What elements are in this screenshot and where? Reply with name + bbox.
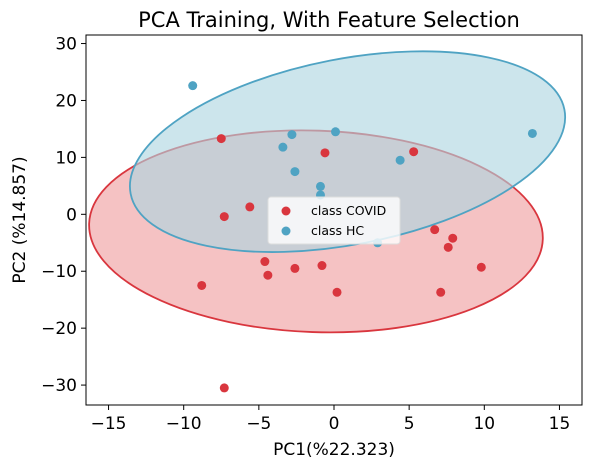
x-tick-label: 5 xyxy=(404,414,415,434)
x-tick-label: −10 xyxy=(166,414,202,434)
y-tick-label: 10 xyxy=(55,148,77,168)
y-axis-ticks: −30 −20 −10 0 10 20 30 xyxy=(41,35,86,397)
y-tick-label: −20 xyxy=(41,319,77,339)
x-tick-label: 10 xyxy=(473,414,495,434)
point-hc xyxy=(331,127,340,136)
point-covid xyxy=(444,243,453,252)
x-tick-label: 0 xyxy=(329,414,340,434)
y-tick-label: 20 xyxy=(55,91,77,111)
point-covid xyxy=(245,202,254,211)
point-hc xyxy=(290,167,299,176)
legend-label-hc: class HC xyxy=(311,223,364,238)
point-hc xyxy=(278,143,287,152)
point-covid xyxy=(260,257,269,266)
point-covid xyxy=(263,271,272,280)
point-covid xyxy=(220,212,229,221)
x-tick-label: 15 xyxy=(549,414,571,434)
point-covid xyxy=(409,147,418,156)
legend-label-covid: class COVID xyxy=(311,203,386,218)
legend: class COVID class HC xyxy=(268,197,400,244)
x-tick-label: −5 xyxy=(246,414,271,434)
x-tick-label: −15 xyxy=(91,414,127,434)
point-covid xyxy=(220,383,229,392)
y-tick-label: −10 xyxy=(41,262,77,282)
point-covid xyxy=(477,263,486,272)
point-covid xyxy=(436,288,445,297)
y-tick-label: 0 xyxy=(66,205,77,225)
point-covid xyxy=(430,225,439,234)
point-covid xyxy=(290,264,299,273)
point-covid xyxy=(217,134,226,143)
point-hc xyxy=(188,81,197,90)
point-hc xyxy=(316,182,325,191)
point-hc xyxy=(287,130,296,139)
point-covid xyxy=(333,288,342,297)
point-covid xyxy=(197,281,206,290)
point-hc xyxy=(528,129,537,138)
chart-title: PCA Training, With Feature Selection xyxy=(138,8,520,32)
point-covid xyxy=(448,234,457,243)
y-tick-label: 30 xyxy=(55,35,77,55)
point-hc xyxy=(396,156,405,165)
y-axis-label: PC2 (%14.857) xyxy=(10,156,30,283)
y-tick-label: −30 xyxy=(41,376,77,396)
point-covid xyxy=(320,148,329,157)
legend-marker-hc xyxy=(282,227,291,236)
legend-marker-covid xyxy=(282,207,291,216)
x-axis-ticks: −15 −10 −5 0 5 10 15 xyxy=(91,405,571,434)
point-covid xyxy=(317,261,326,270)
x-axis-label: PC1(%22.323) xyxy=(273,440,395,460)
